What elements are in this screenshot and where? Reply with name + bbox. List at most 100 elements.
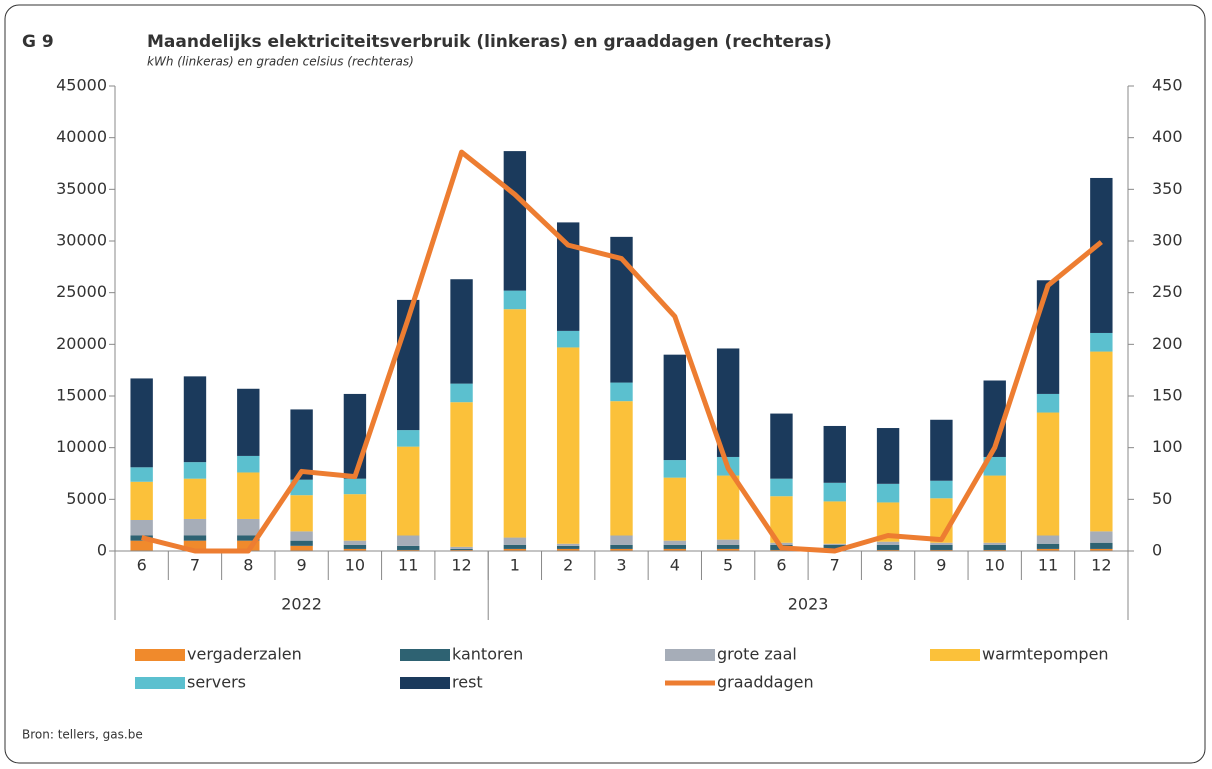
bar-segment: [1036, 280, 1060, 394]
bar-segment: [876, 428, 900, 484]
bar-segment: [983, 475, 1006, 543]
frame: [4, 4, 1206, 764]
bar-segment: [823, 482, 846, 502]
y-tick-label: 10000: [56, 437, 107, 456]
bar-segment: [130, 540, 153, 551]
y2-tick-label: 150: [1152, 386, 1183, 405]
bar-segment: [450, 549, 473, 551]
x-tick-label: 8: [883, 556, 893, 575]
x-tick-label: 10: [985, 556, 1005, 575]
bar-segment: [183, 376, 207, 463]
bar-segment: [183, 518, 207, 536]
bar-segment: [290, 409, 313, 480]
x-tick-label: 10: [345, 556, 365, 575]
bar-segment: [1090, 531, 1113, 543]
bar-segment: [983, 542, 1006, 545]
bar-segment: [1090, 351, 1113, 532]
x-tick-label: 12: [451, 556, 471, 575]
x-tick-label: 9: [297, 556, 307, 575]
bar-segment: [983, 544, 1006, 550]
bar-segment: [1090, 177, 1113, 333]
bar-segment: [503, 548, 527, 551]
bar-segment: [876, 544, 900, 550]
bar-segment: [237, 455, 260, 473]
bar-segment: [823, 425, 846, 483]
legend-swatch: [400, 649, 450, 661]
x-tick-label: 1: [510, 556, 520, 575]
bar-segment: [503, 537, 527, 545]
bar-segment: [183, 478, 207, 519]
bar-segment: [1036, 535, 1060, 544]
line-series: [141, 149, 1103, 554]
bar-segment: [503, 309, 527, 538]
bar-segment: [770, 496, 793, 543]
bar-segment: [237, 535, 260, 541]
x-tick-label: 7: [830, 556, 840, 575]
bar-segment: [1036, 393, 1060, 413]
bar-segment: [610, 236, 633, 383]
bar-segment: [1036, 548, 1060, 551]
bar-segment: [290, 540, 313, 546]
bar-segment: [610, 401, 633, 536]
bar-segment: [237, 540, 260, 551]
legend-swatch: [930, 649, 980, 661]
bar-segment: [716, 548, 740, 551]
bar-segment: [556, 330, 580, 348]
bar-segment: [450, 548, 473, 550]
chart-label: G 9: [22, 32, 54, 52]
chart-subtitle: kWh (linkeras) en graden celsius (rechte…: [147, 55, 414, 69]
bar-segment: [716, 539, 740, 545]
bar-segment: [610, 535, 633, 545]
bar-segment: [716, 348, 740, 457]
bar-segment: [556, 222, 580, 331]
y2-tick-label: 250: [1152, 282, 1183, 301]
bar-segment: [290, 531, 313, 541]
bar-segment: [610, 544, 633, 549]
y2-tick-label: 50: [1152, 489, 1172, 508]
bar-segment: [663, 477, 687, 541]
x-tick-label: 7: [190, 556, 200, 575]
bar-segment: [716, 544, 740, 549]
bar-segment: [343, 478, 367, 495]
bar-segment: [876, 541, 900, 545]
y-tick-label: 25000: [56, 282, 107, 301]
y-tick-label: 5000: [66, 489, 107, 508]
y-tick-label: 40000: [56, 127, 107, 146]
bar-segment: [450, 546, 473, 549]
bar-segment: [663, 548, 687, 551]
bar-segment: [876, 502, 900, 542]
bar-segment: [290, 495, 313, 532]
bar-segment: [1036, 412, 1060, 536]
x-tick-label: 3: [616, 556, 626, 575]
bar-segment: [450, 402, 473, 547]
bar-segment: [503, 151, 527, 291]
bar-segment: [503, 290, 527, 310]
bar-segment: [450, 383, 473, 403]
bar-segment: [823, 544, 846, 550]
y2-tick-label: 450: [1152, 76, 1183, 95]
bar-segment: [663, 540, 687, 545]
y2-tick-label: 0: [1152, 541, 1162, 560]
bar-segment: [237, 472, 260, 519]
bar-segment: [183, 540, 207, 551]
y2-tick-label: 200: [1152, 334, 1183, 353]
legend-label: graaddagen: [717, 673, 814, 692]
bar-segment: [663, 354, 687, 461]
y-tick-label: 30000: [56, 231, 107, 250]
y-tick-label: 35000: [56, 179, 107, 198]
y-tick-label: 45000: [56, 76, 107, 95]
bar-segment: [1090, 542, 1113, 549]
x-tick-label: 6: [137, 556, 147, 575]
x-tick-label: 2: [563, 556, 573, 575]
bar-segment: [237, 518, 260, 536]
y2-tick-label: 400: [1152, 127, 1183, 146]
bar-segment: [610, 548, 633, 551]
y2-tick-label: 300: [1152, 231, 1183, 250]
bar-segment: [876, 483, 900, 503]
bar-segment: [397, 545, 420, 550]
legend-label: servers: [187, 673, 246, 692]
bar-segment: [770, 478, 793, 497]
bar-segment: [556, 347, 580, 544]
bar-segment: [343, 540, 367, 545]
